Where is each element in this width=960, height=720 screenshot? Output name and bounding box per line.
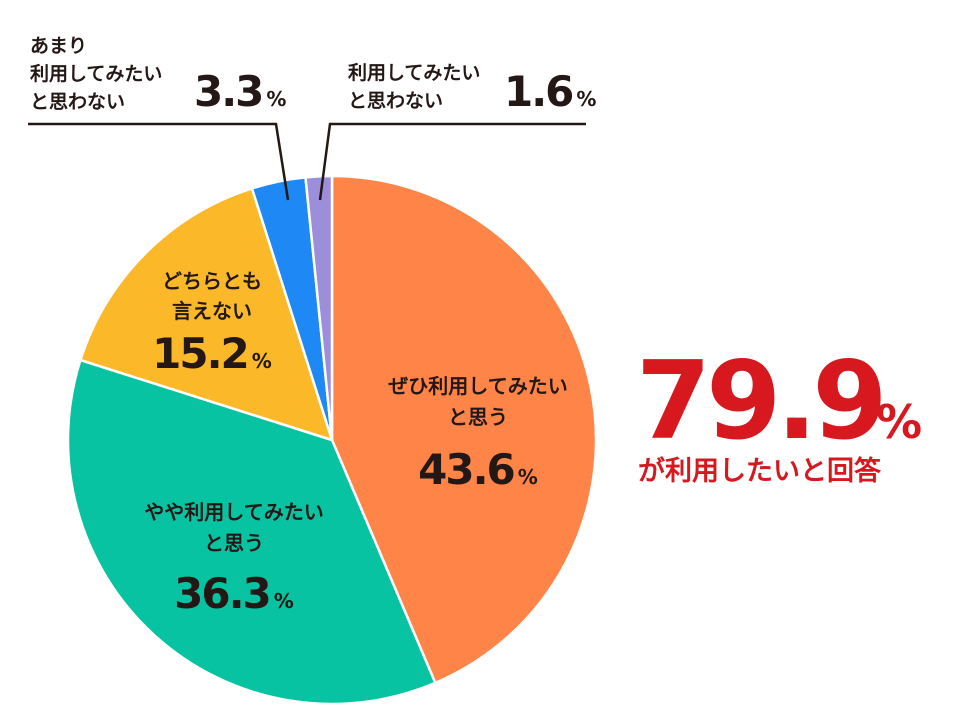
- slice-label-line: 利用してみたい: [30, 63, 162, 85]
- slice-value: 1.6%: [504, 67, 596, 116]
- leader-lines: [28, 122, 586, 201]
- slice-value: 36.3%: [174, 569, 294, 618]
- slice-label-line: どちらとも: [162, 269, 262, 293]
- leader-line-4: [318, 122, 586, 201]
- slice-value: 15.2%: [152, 329, 272, 378]
- pie-slice-2: [79, 187, 334, 442]
- slice-label-line: やや利用してみたい: [144, 500, 323, 524]
- slice-label-line: あまり: [30, 35, 87, 57]
- pie-slice-1: [66, 358, 437, 706]
- slice-value: 43.6%: [418, 445, 538, 494]
- slice-label-line: ぜひ利用してみたい: [388, 374, 567, 398]
- slice-value: 3.3%: [194, 67, 286, 116]
- slice-label-line: 言えない: [172, 299, 252, 323]
- slice-label-line: と思わない: [30, 91, 125, 113]
- slice-label-line: と思う: [204, 531, 264, 555]
- highlight-caption: が利用したいと回答: [638, 455, 882, 487]
- highlight-unit: %: [876, 395, 922, 449]
- pie-slice-4: [304, 174, 334, 442]
- slice-label-line: 利用してみたい: [348, 62, 480, 84]
- highlight-callout: 79.9 % が利用したいと回答: [636, 339, 922, 487]
- pie-slices: [66, 174, 598, 706]
- slice-label-line: と思う: [448, 405, 508, 429]
- leader-line-3: [28, 122, 290, 201]
- pie-slice-0: [330, 174, 598, 685]
- highlight-value: 79.9: [636, 339, 882, 464]
- slice-label-line: と思わない: [348, 90, 443, 112]
